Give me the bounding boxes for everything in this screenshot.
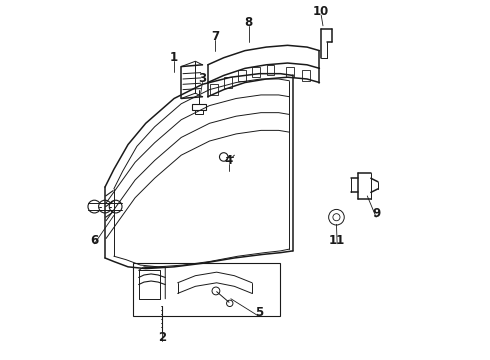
Bar xyxy=(224,77,232,88)
Text: 7: 7 xyxy=(211,30,219,43)
Bar xyxy=(195,110,203,114)
Bar xyxy=(252,67,260,77)
Bar xyxy=(210,84,218,95)
Bar xyxy=(238,70,246,81)
Circle shape xyxy=(212,287,220,295)
Bar xyxy=(267,65,274,76)
Text: 8: 8 xyxy=(245,16,253,29)
Text: 1: 1 xyxy=(170,51,178,64)
Text: 10: 10 xyxy=(313,5,329,18)
Bar xyxy=(286,67,294,77)
Text: 6: 6 xyxy=(90,234,98,247)
Text: 3: 3 xyxy=(198,72,206,85)
Circle shape xyxy=(109,200,122,213)
Circle shape xyxy=(220,153,228,161)
Circle shape xyxy=(226,300,233,306)
Circle shape xyxy=(88,200,101,213)
Text: 4: 4 xyxy=(225,154,233,167)
Text: 5: 5 xyxy=(255,306,263,319)
Bar xyxy=(192,104,206,110)
Text: 9: 9 xyxy=(372,207,380,220)
Circle shape xyxy=(329,210,344,225)
Text: 2: 2 xyxy=(158,331,166,344)
Bar xyxy=(159,302,164,306)
Bar xyxy=(302,70,310,81)
Circle shape xyxy=(98,200,111,213)
Text: 11: 11 xyxy=(329,234,345,247)
Bar xyxy=(133,263,280,316)
Circle shape xyxy=(333,214,340,221)
